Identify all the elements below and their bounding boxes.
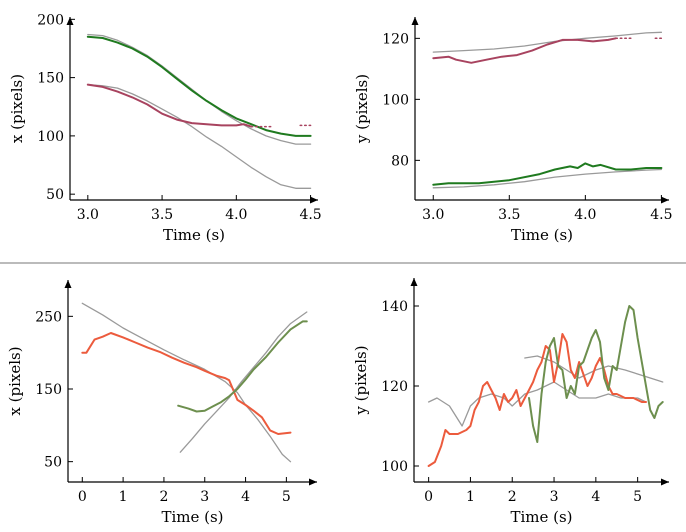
x-tick-label: 5 bbox=[633, 489, 642, 505]
y-axis-arrow bbox=[66, 17, 74, 25]
x-axis-arrow bbox=[310, 196, 318, 204]
y-tick-label: 150 bbox=[35, 382, 62, 398]
y-tick-label: 100 bbox=[382, 92, 409, 108]
x-axis-arrow bbox=[309, 478, 317, 486]
x-axis-arrow bbox=[661, 196, 669, 204]
y-tick-label: 120 bbox=[382, 31, 409, 47]
series-green bbox=[528, 305, 664, 443]
x-tick-label: 4.5 bbox=[299, 207, 321, 223]
x-tick-label: 2 bbox=[159, 489, 168, 505]
y-tick-label: 80 bbox=[391, 153, 409, 169]
y-tick-label: 100 bbox=[37, 129, 64, 145]
series-gray-2 bbox=[524, 355, 664, 383]
y-axis-title: y (pixels) bbox=[352, 345, 370, 415]
x-tick-label: 4 bbox=[241, 489, 250, 505]
x-axis-title: Time (s) bbox=[161, 508, 223, 526]
y-axis-title: x (pixels) bbox=[6, 346, 24, 415]
y-axis-arrow bbox=[411, 17, 419, 25]
series-gray-lower bbox=[87, 83, 312, 189]
y-axis-title: x (pixels) bbox=[8, 74, 26, 143]
series-gray-rising bbox=[179, 311, 308, 453]
x-axis-title: Time (s) bbox=[163, 226, 225, 244]
chart-bottom-left: 0 1 2 3 4 5 50 150 250 Time (s) x (pixels) bbox=[6, 280, 317, 526]
y-axis-arrow bbox=[410, 278, 418, 286]
y-tick-label: 50 bbox=[44, 455, 62, 471]
series-gray-upper bbox=[432, 31, 663, 53]
x-tick-label: 2 bbox=[508, 489, 517, 505]
y-tick-label: 120 bbox=[381, 379, 408, 395]
x-tick-label: 4.5 bbox=[650, 207, 672, 223]
x-tick-label: 3.0 bbox=[77, 207, 99, 223]
series-green-upper bbox=[86, 35, 312, 137]
series-maroon-lower bbox=[86, 83, 253, 128]
x-tick-label: 3.5 bbox=[151, 207, 173, 223]
y-axis-title: y (pixels) bbox=[353, 74, 371, 144]
series-green-lower bbox=[432, 162, 663, 186]
x-axis-arrow bbox=[661, 478, 669, 486]
y-tick-label: 200 bbox=[37, 12, 64, 28]
series-red bbox=[427, 333, 647, 467]
x-tick-label: 4.0 bbox=[225, 207, 247, 223]
x-tick-label: 1 bbox=[466, 489, 475, 505]
x-axis-title: Time (s) bbox=[510, 508, 572, 526]
y-tick-label: 50 bbox=[46, 187, 64, 203]
chart-bottom-right: 0 1 2 3 4 5 100 120 140 Time (s) y (pixels) bbox=[352, 278, 669, 526]
chart-top-right: 3.0 3.5 4.0 4.5 80 100 120 Time (s) y (pixels) bbox=[353, 17, 673, 244]
series-gray-1 bbox=[427, 381, 647, 427]
series-maroon-upper bbox=[432, 37, 617, 64]
x-tick-label: 3 bbox=[550, 489, 559, 505]
x-tick-label: 3.0 bbox=[422, 207, 444, 223]
x-tick-label: 3.5 bbox=[498, 207, 520, 223]
x-tick-label: 5 bbox=[282, 489, 291, 505]
x-tick-label: 0 bbox=[424, 489, 433, 505]
y-tick-label: 100 bbox=[381, 459, 408, 475]
x-tick-label: 4.0 bbox=[574, 207, 596, 223]
y-axis-arrow bbox=[64, 280, 72, 288]
x-axis-title: Time (s) bbox=[511, 226, 573, 244]
series-red-falling bbox=[81, 332, 292, 435]
series-green-rising bbox=[177, 320, 308, 413]
y-tick-label: 150 bbox=[37, 71, 64, 87]
series-gray-falling bbox=[81, 302, 292, 463]
y-tick-label: 250 bbox=[35, 309, 62, 325]
x-tick-label: 3 bbox=[200, 489, 209, 505]
x-tick-label: 0 bbox=[78, 489, 87, 505]
x-tick-label: 1 bbox=[119, 489, 128, 505]
chart-top-left: 3.0 3.5 4.0 4.5 50 100 150 200 Time (s) x (pixels… bbox=[8, 12, 322, 244]
y-tick-label: 140 bbox=[381, 299, 408, 315]
x-tick-label: 4 bbox=[591, 489, 600, 505]
series-gray-lower bbox=[432, 168, 663, 189]
